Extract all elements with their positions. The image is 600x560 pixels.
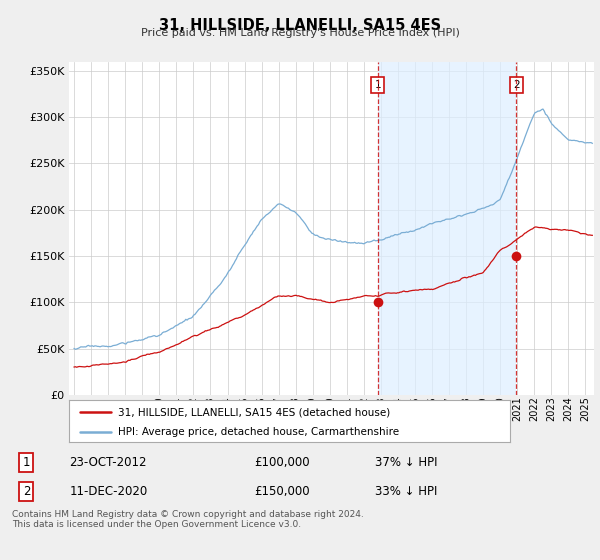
- Text: 33% ↓ HPI: 33% ↓ HPI: [375, 485, 437, 498]
- Text: 2: 2: [23, 485, 30, 498]
- Text: 11-DEC-2020: 11-DEC-2020: [70, 485, 148, 498]
- Text: 2: 2: [513, 80, 520, 90]
- Text: Price paid vs. HM Land Registry's House Price Index (HPI): Price paid vs. HM Land Registry's House …: [140, 28, 460, 38]
- Text: £100,000: £100,000: [254, 456, 310, 469]
- Text: 31, HILLSIDE, LLANELLI, SA15 4ES (detached house): 31, HILLSIDE, LLANELLI, SA15 4ES (detach…: [118, 407, 390, 417]
- Text: 1: 1: [374, 80, 381, 90]
- Text: £150,000: £150,000: [254, 485, 310, 498]
- Bar: [377, 62, 517, 395]
- Text: 23-OCT-2012: 23-OCT-2012: [70, 456, 147, 469]
- Text: HPI: Average price, detached house, Carmarthenshire: HPI: Average price, detached house, Carm…: [118, 427, 398, 437]
- Text: 31, HILLSIDE, LLANELLI, SA15 4ES: 31, HILLSIDE, LLANELLI, SA15 4ES: [159, 18, 441, 33]
- Text: Contains HM Land Registry data © Crown copyright and database right 2024.
This d: Contains HM Land Registry data © Crown c…: [12, 510, 364, 529]
- Text: 37% ↓ HPI: 37% ↓ HPI: [375, 456, 437, 469]
- Text: 1: 1: [23, 456, 30, 469]
